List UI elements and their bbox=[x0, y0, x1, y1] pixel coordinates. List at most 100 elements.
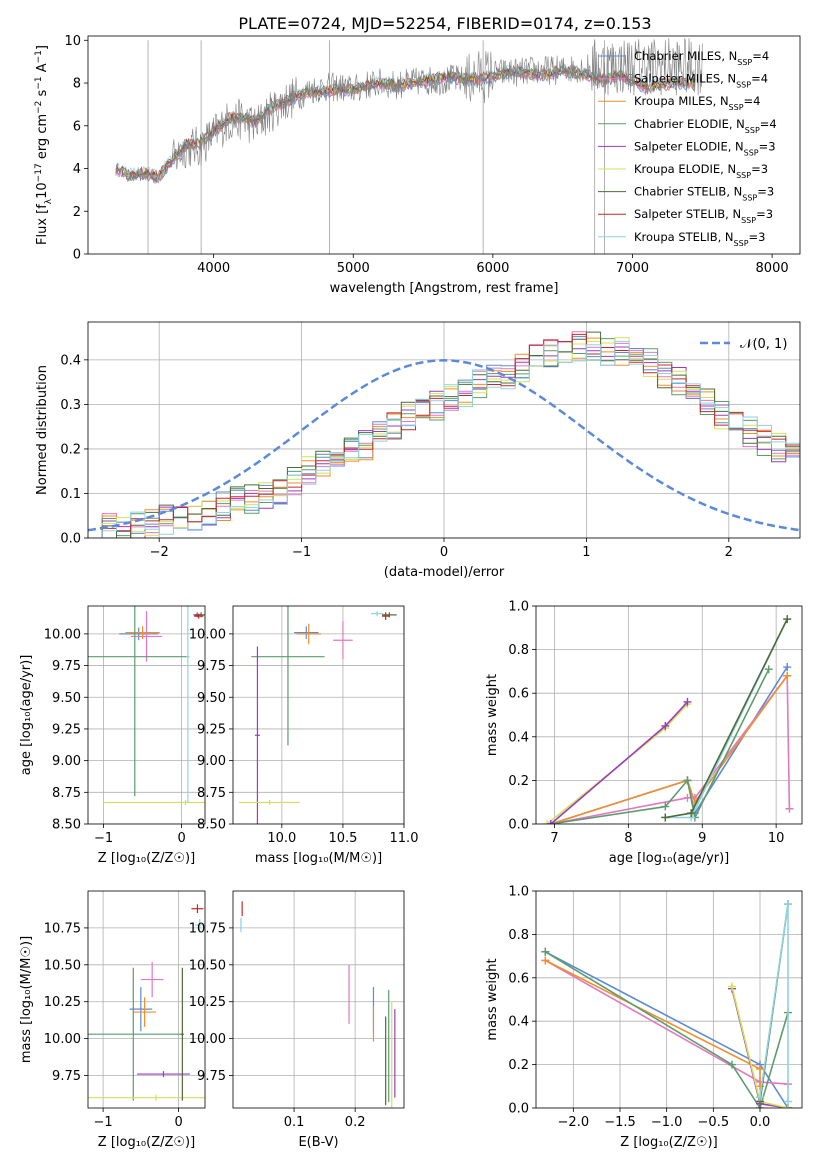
legend-label: Kroupa ELODIE, NSSP=3 bbox=[634, 162, 768, 180]
x-tick-label: 8000 bbox=[756, 261, 789, 276]
y-tick-label: 0.6 bbox=[508, 971, 529, 986]
x-axis-label: (data-model)/error bbox=[384, 565, 505, 580]
y-tick-label: 10.00 bbox=[189, 1032, 226, 1047]
y-axis-label: Normed distribution bbox=[35, 365, 50, 495]
errorbar-point bbox=[333, 621, 353, 660]
y-tick-label: 10.00 bbox=[44, 627, 81, 642]
y-tick-label: 0.0 bbox=[508, 818, 529, 833]
y-tick-label: 8.50 bbox=[52, 818, 81, 833]
weight-marker bbox=[784, 900, 792, 909]
errorbar-point bbox=[119, 627, 159, 641]
errorbar-point bbox=[239, 799, 301, 805]
y-tick-label: 9.00 bbox=[197, 754, 226, 769]
x-tick-label: 6000 bbox=[476, 261, 509, 276]
errorbar-point bbox=[88, 606, 190, 797]
plot-frame bbox=[87, 605, 206, 825]
weight-marker bbox=[546, 820, 555, 824]
plot-area bbox=[88, 606, 205, 824]
weight-marker bbox=[783, 615, 792, 624]
errorbar-point bbox=[180, 967, 184, 1101]
y-tick-label: 9.50 bbox=[197, 691, 226, 706]
x-tick-label: 7 bbox=[550, 831, 558, 846]
errorbar-point bbox=[137, 1071, 190, 1077]
x-tick-label: 9 bbox=[698, 831, 706, 846]
errorbar-point bbox=[194, 613, 204, 619]
y-tick-label: 0.8 bbox=[508, 643, 529, 658]
plot-background bbox=[233, 891, 404, 1108]
x-tick-label: 0.1 bbox=[284, 1115, 305, 1130]
x-tick-label: 10.5 bbox=[328, 831, 357, 846]
errorbar-point bbox=[251, 606, 325, 746]
y-tick-label: 10.00 bbox=[44, 1032, 81, 1047]
x-tick-label: 10 bbox=[768, 831, 785, 846]
gaussian-curve bbox=[88, 359, 800, 532]
histogram-step bbox=[88, 340, 800, 538]
y-tick-label: 0.1 bbox=[60, 487, 81, 502]
y-tick-label: 10 bbox=[64, 34, 81, 49]
x-tick-label: 0 bbox=[174, 1115, 182, 1130]
plot-background bbox=[536, 606, 802, 824]
y-tick-label: 10.00 bbox=[189, 627, 226, 642]
legend-label: Kroupa STELIB, NSSP=3 bbox=[634, 230, 765, 248]
legend-label: Salpeter MILES, NSSP=4 bbox=[634, 72, 768, 90]
y-tick-label: 9.75 bbox=[52, 1069, 81, 1084]
errorbar-point bbox=[103, 799, 205, 805]
y-tick-label: 8.75 bbox=[197, 786, 226, 801]
x-axis-label: Z [log₁₀(Z/Z☉)] bbox=[98, 851, 195, 866]
weight-marker bbox=[756, 1093, 764, 1102]
x-tick-label: −1 bbox=[94, 1115, 113, 1130]
x-tick-label: 7000 bbox=[616, 261, 649, 276]
weight-marker bbox=[785, 804, 794, 813]
y-tick-label: 9.75 bbox=[197, 1069, 226, 1084]
plot-frame bbox=[232, 605, 405, 825]
x-tick-label: 10.0 bbox=[267, 831, 296, 846]
plot-area bbox=[88, 891, 205, 1108]
weight-marker bbox=[541, 947, 550, 956]
y-tick-label: 9.00 bbox=[52, 754, 81, 769]
panel-mass-vs-Z: −1 0 9.75 10.00 10.25 10.50 10.75 Z [log₁₀(Z/Z☉… bbox=[19, 890, 206, 1150]
y-tick-label: 10.75 bbox=[189, 921, 226, 936]
errorbar-point bbox=[140, 961, 164, 998]
panel-age-vs-Z: −1 0 8.50 8.75 9.00 9.25 9.50 9.75 10.00 Z [log₁₀… bbox=[19, 605, 206, 866]
x-tick-label: 0 bbox=[440, 545, 448, 560]
weight-marker bbox=[728, 982, 736, 991]
y-tick-label: 8.75 bbox=[52, 786, 81, 801]
x-axis-label: wavelength [Angstrom, rest frame] bbox=[330, 281, 559, 296]
x-tick-label: −2 bbox=[150, 545, 169, 560]
plot-area bbox=[88, 322, 800, 538]
plot-frame bbox=[535, 890, 803, 1109]
y-tick-label: 0.0 bbox=[60, 532, 81, 547]
plot-frame bbox=[87, 35, 801, 255]
x-tick-label: 8 bbox=[624, 831, 632, 846]
errorbar-point bbox=[371, 611, 384, 617]
errorbar-point bbox=[186, 606, 190, 803]
errorbar-point bbox=[133, 997, 156, 1027]
plot-frame bbox=[535, 605, 803, 825]
plot-background bbox=[88, 891, 205, 1108]
y-tick-label: 0.4 bbox=[508, 1015, 529, 1030]
legend-label: Chabrier ELODIE, NSSP=4 bbox=[634, 117, 777, 135]
y-tick-label: 0.3 bbox=[60, 398, 81, 413]
spectrum-legend: Chabrier MILES, NSSP=4 Salpeter MILES, NS… bbox=[598, 49, 777, 247]
errorbar-point bbox=[254, 646, 260, 824]
weight-marker bbox=[683, 793, 692, 802]
errorbar-point bbox=[191, 904, 204, 914]
x-tick-label: 5000 bbox=[337, 261, 370, 276]
errorbar-point bbox=[294, 626, 319, 639]
panel-massweight-vs-age: 7 8 9 10 0.0 0.2 0.4 0.6 0.8 1.0 age [log₁₀(age/yr… bbox=[485, 600, 803, 866]
weight-line bbox=[544, 951, 789, 1108]
y-tick-label: 1.0 bbox=[508, 885, 529, 900]
y-axis-label: age [log₁₀(age/yr)] bbox=[19, 655, 34, 776]
y-tick-label: 10.50 bbox=[189, 958, 226, 973]
y-tick-label: 9.50 bbox=[52, 691, 81, 706]
weight-marker bbox=[764, 665, 773, 674]
plot-area bbox=[536, 606, 802, 824]
weight-marker bbox=[756, 1064, 764, 1073]
y-tick-label: 0.0 bbox=[508, 1102, 529, 1117]
y-tick-label: 9.75 bbox=[52, 659, 81, 674]
y-tick-label: 0.4 bbox=[508, 730, 529, 745]
panel-massweight-vs-Z: −2.0 −1.5 −1.0 −0.5 0.0 0.0 0.2 0.4 0.6 0.8 1.0 Z [… bbox=[485, 885, 803, 1150]
x-axis-label: Z [log₁₀(Z/Z☉)] bbox=[620, 1135, 717, 1150]
weight-marker bbox=[728, 1060, 736, 1069]
y-tick-label: 1.0 bbox=[508, 600, 529, 615]
